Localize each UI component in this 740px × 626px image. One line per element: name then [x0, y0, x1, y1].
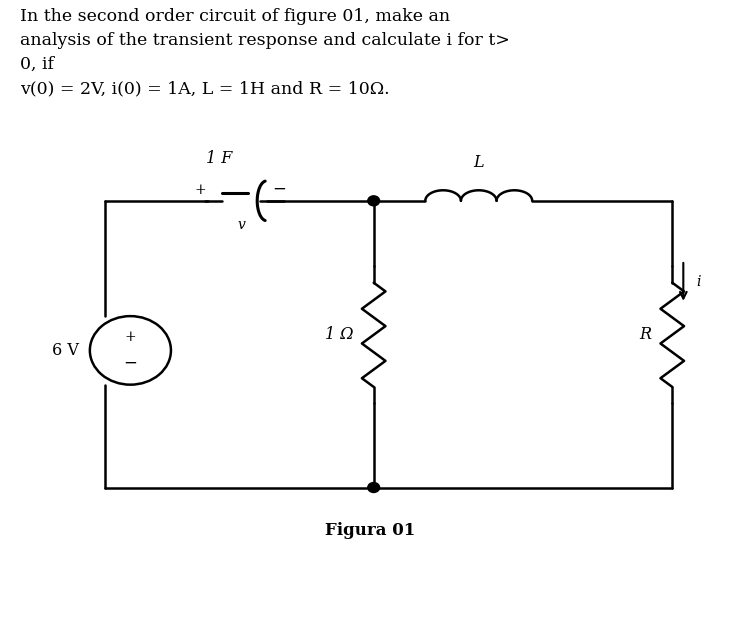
Text: −: − — [124, 355, 138, 372]
Circle shape — [368, 483, 380, 493]
Circle shape — [368, 196, 380, 206]
Text: 6 V: 6 V — [52, 342, 78, 359]
Text: −: − — [272, 181, 286, 198]
Text: v: v — [237, 217, 245, 232]
Text: i: i — [696, 275, 701, 289]
Text: R: R — [639, 326, 652, 343]
Text: +: + — [195, 183, 206, 197]
Text: +: + — [124, 331, 136, 344]
Text: 1 Ω: 1 Ω — [325, 326, 353, 343]
Text: L: L — [474, 154, 484, 171]
Text: In the second order circuit of figure 01, make an
analysis of the transient resp: In the second order circuit of figure 01… — [20, 8, 510, 97]
Text: 1 F: 1 F — [206, 150, 232, 167]
Text: Figura 01: Figura 01 — [325, 522, 415, 539]
